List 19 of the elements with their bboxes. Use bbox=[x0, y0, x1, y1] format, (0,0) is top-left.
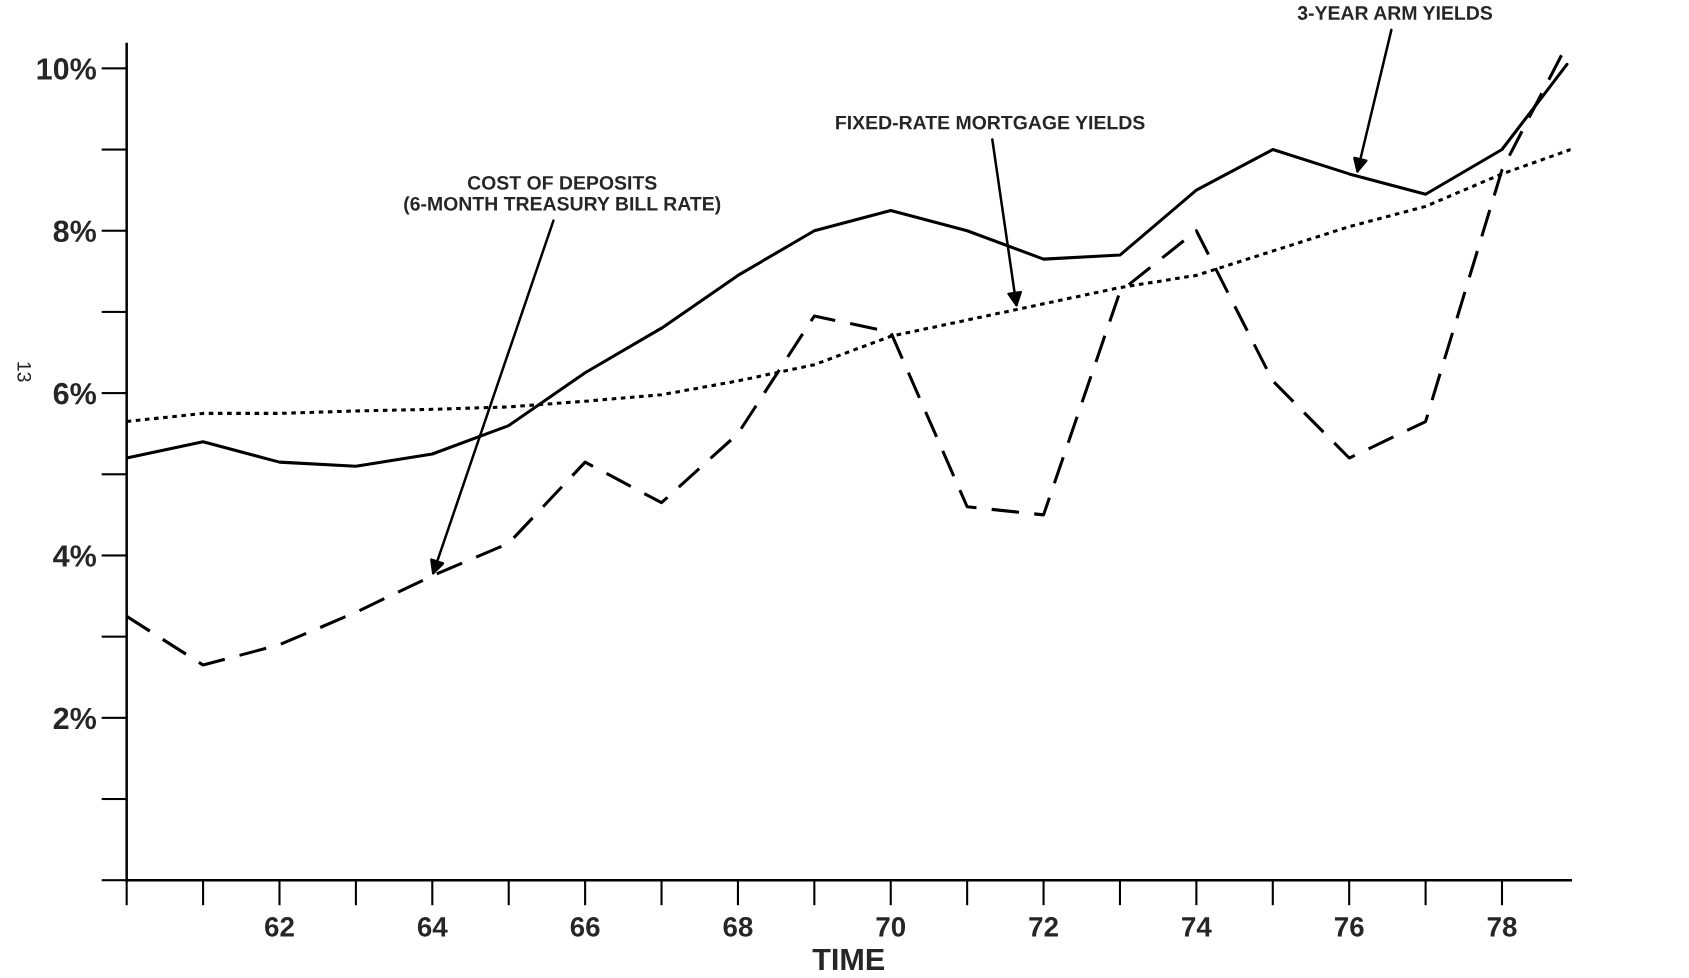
annotation: FIXED-RATE MORTGAGE YIELDS bbox=[836, 115, 1145, 130]
y-tick-label: 4% bbox=[53, 545, 97, 567]
y-tick-label: 8% bbox=[53, 220, 97, 243]
x-tick-label: 68 bbox=[723, 917, 753, 937]
x-tick-label: 76 bbox=[1334, 917, 1364, 937]
x-tick-label: 64 bbox=[417, 917, 448, 937]
annotation: COST OF DEPOSITS (6-MONTH TREASURY BILL RATE) bbox=[404, 175, 721, 215]
text: 13 bbox=[17, 362, 32, 382]
x-axis-title: TIME bbox=[812, 948, 885, 970]
x-tick-label: 66 bbox=[570, 917, 600, 937]
x-tick-label: 78 bbox=[1487, 917, 1517, 937]
x-tick-label: 62 bbox=[265, 917, 294, 937]
x-tick-label: 70 bbox=[876, 917, 906, 937]
x-tick-label: 72 bbox=[1029, 917, 1058, 937]
y-tick-label: 6% bbox=[53, 382, 97, 405]
x-tick-label: 74 bbox=[1182, 917, 1212, 937]
y-tick-label: 10% bbox=[37, 58, 97, 80]
y-tick-label: 2% bbox=[53, 707, 97, 730]
annotation: 3-YEAR ARM YIELDS bbox=[1297, 6, 1493, 20]
